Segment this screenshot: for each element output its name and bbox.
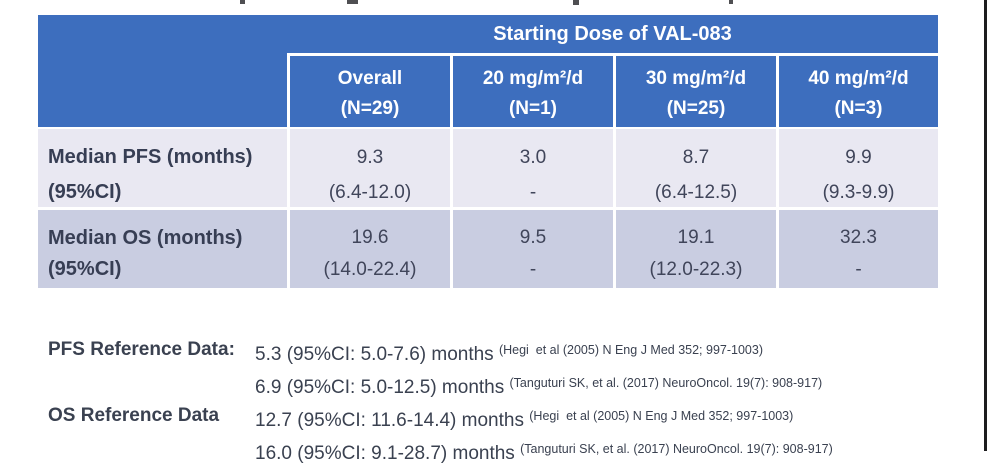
pfs-reference-line2: 6.9 (95%CI: 5.0-12.5) months (Tanguturi … bbox=[255, 369, 833, 402]
os-20mg-cell: 9.5 - bbox=[450, 210, 613, 288]
column-header-line2: (N=25) bbox=[666, 98, 726, 119]
cropped-text-fragment bbox=[573, 0, 579, 5]
cell-ci: - bbox=[855, 259, 862, 280]
cropped-text-fragment bbox=[729, 0, 733, 4]
os-overall-cell: 19.6 (14.0-22.4) bbox=[287, 210, 450, 288]
cropped-text-fragment bbox=[240, 0, 245, 4]
column-header-line2: (N=3) bbox=[834, 98, 883, 119]
table-header: Starting Dose of VAL-083 Overall (N=29) … bbox=[38, 15, 938, 127]
screen-edge-line bbox=[984, 0, 987, 451]
row-label-line2: (95%CI) bbox=[48, 258, 122, 280]
column-header-overall: Overall (N=29) bbox=[287, 53, 450, 127]
cell-ci: (6.4-12.0) bbox=[328, 182, 412, 203]
column-header-40mg: 40 mg/m²/d (N=3) bbox=[776, 53, 938, 127]
cell-ci: (9.3-9.9) bbox=[822, 182, 895, 203]
table-row-pfs: Median PFS (months) (95%CI) 9.3 (6.4-12.… bbox=[38, 127, 938, 207]
row-label-os: Median OS (months) (95%CI) bbox=[38, 210, 287, 288]
pfs-30mg-cell: 8.7 (6.4-12.5) bbox=[613, 129, 776, 207]
row-label-line1: Median OS (months) bbox=[48, 227, 243, 249]
cell-ci: - bbox=[529, 259, 537, 280]
reference-value: 16.0 (95%CI: 9.1-28.7) months bbox=[255, 443, 521, 464]
pfs-overall-cell: 9.3 (6.4-12.0) bbox=[287, 129, 450, 207]
row-label-line2: (95%CI) bbox=[48, 181, 122, 203]
cell-ci: (12.0-22.3) bbox=[649, 259, 743, 280]
column-header-line2: (N=29) bbox=[340, 98, 400, 119]
os-40mg-cell: 32.3 - bbox=[776, 210, 938, 288]
cell-value: 9.9 bbox=[845, 147, 872, 168]
os-reference-line2: 16.0 (95%CI: 9.1-28.7) months (Tanguturi… bbox=[255, 435, 833, 468]
cell-ci: - bbox=[529, 182, 537, 203]
cell-value: 3.0 bbox=[519, 147, 547, 168]
table-row-os: Median OS (months) (95%CI) 19.6 (14.0-22… bbox=[38, 207, 938, 288]
cell-value: 19.1 bbox=[677, 227, 715, 248]
column-header-line1: 40 mg/m²/d bbox=[808, 68, 909, 89]
table-banner-title: Starting Dose of VAL-083 bbox=[287, 15, 938, 53]
column-header-line1: Overall bbox=[337, 68, 403, 89]
column-header-30mg: 30 mg/m²/d (N=25) bbox=[613, 53, 776, 127]
cropped-text-fragment bbox=[347, 0, 358, 4]
reference-citation: (Tanguturi SK, et al. (2017) NeuroOncol.… bbox=[520, 442, 833, 456]
cell-value: 8.7 bbox=[682, 147, 710, 168]
pfs-reference-label: PFS Reference Data: bbox=[48, 339, 235, 360]
spacer-cell bbox=[48, 435, 255, 468]
os-reference-line1: 12.7 (95%CI: 11.6-14.4) months (Hegi et … bbox=[255, 402, 833, 435]
reference-value: 6.9 (95%CI: 5.0-12.5) months bbox=[255, 377, 510, 398]
os-30mg-cell: 19.1 (12.0-22.3) bbox=[613, 210, 776, 288]
reference-value: 5.3 (95%CI: 5.0-7.6) months bbox=[255, 344, 499, 365]
header-corner-cell bbox=[38, 15, 287, 127]
reference-value: 12.7 (95%CI: 11.6-14.4) months bbox=[255, 410, 530, 431]
column-header-line1: 20 mg/m²/d bbox=[482, 68, 584, 89]
reference-data-block: PFS Reference Data: 5.3 (95%CI: 5.0-7.6)… bbox=[48, 336, 833, 468]
column-header-20mg: 20 mg/m²/d (N=1) bbox=[450, 53, 613, 127]
spacer-cell bbox=[48, 369, 255, 402]
cell-value: 19.6 bbox=[351, 227, 389, 248]
pfs-20mg-cell: 3.0 - bbox=[450, 129, 613, 207]
cell-ci: (14.0-22.4) bbox=[323, 259, 417, 280]
cell-value: 9.5 bbox=[519, 227, 547, 248]
cell-ci: (6.4-12.5) bbox=[654, 182, 738, 203]
os-reference-label: OS Reference Data bbox=[48, 405, 220, 426]
dose-results-table: Starting Dose of VAL-083 Overall (N=29) … bbox=[38, 15, 938, 288]
column-header-line2: (N=1) bbox=[508, 98, 558, 119]
reference-citation: (Hegi et al (2005) N Eng J Med 352; 997-… bbox=[498, 343, 763, 357]
cell-value: 32.3 bbox=[840, 227, 877, 248]
reference-citation: (Hegi et al (2005) N Eng J Med 352; 997-… bbox=[529, 409, 794, 423]
column-header-line1: 30 mg/m²/d bbox=[645, 68, 747, 89]
row-label-pfs: Median PFS (months) (95%CI) bbox=[38, 129, 287, 207]
reference-citation: (Tanguturi SK, et al. (2017) NeuroOncol.… bbox=[509, 376, 823, 390]
cell-value: 9.3 bbox=[356, 147, 384, 168]
pfs-reference-line1: 5.3 (95%CI: 5.0-7.6) months (Hegi et al … bbox=[255, 336, 833, 369]
row-label-line1: Median PFS (months) bbox=[48, 146, 253, 168]
pfs-40mg-cell: 9.9 (9.3-9.9) bbox=[776, 129, 938, 207]
